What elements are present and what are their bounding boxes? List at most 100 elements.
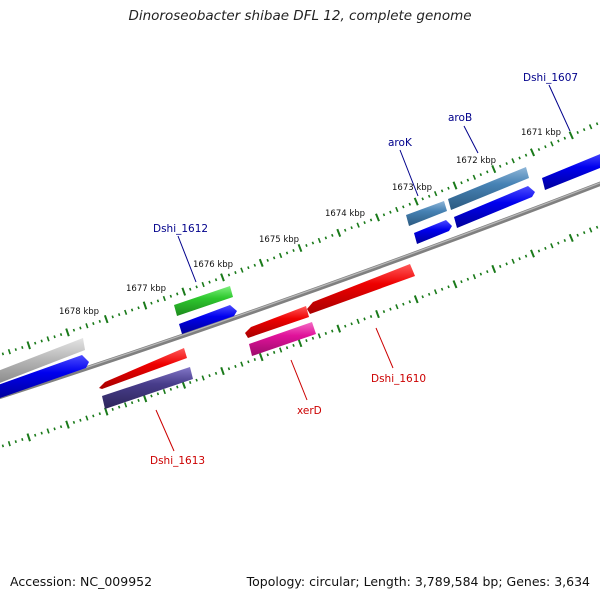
outer-tick: [363, 221, 366, 225]
gene-label-dshi-1613: Dshi_1613: [150, 455, 205, 467]
inner-tick: [142, 394, 148, 403]
outer-tick: [111, 315, 114, 319]
outer-tick: [266, 258, 269, 262]
gene-dshi-1612[interactable]: [174, 286, 233, 316]
outer-tick: [72, 328, 76, 332]
outer-tick: [557, 139, 560, 143]
inner-tick: [92, 414, 95, 418]
outer-tick: [253, 263, 257, 267]
outer-tick: [130, 308, 134, 312]
outer-tick: [85, 323, 89, 329]
gene-label-xerd: xerD: [297, 405, 322, 417]
inner-tick: [162, 388, 166, 395]
gene-blue-left[interactable]: [0, 355, 89, 399]
outer-tick: [1, 352, 5, 356]
inner-tick: [472, 274, 477, 280]
outer-tick: [537, 148, 541, 152]
inner-tick: [544, 246, 547, 250]
inner-tick: [220, 366, 225, 376]
inner-tick: [1, 444, 5, 448]
genome-backbone-highlight: [0, 182, 600, 397]
inner-tick: [111, 407, 114, 411]
inner-tick: [433, 289, 438, 295]
gene-red-xerd-pair[interactable]: [245, 306, 309, 338]
outer-tick: [176, 292, 179, 296]
outer-tick: [505, 162, 508, 166]
outer-tick: [421, 197, 424, 201]
inner-tick: [59, 425, 63, 429]
gene-xerd[interactable]: [249, 322, 316, 356]
inner-tick: [285, 346, 289, 350]
gene-blue-arob-pair[interactable]: [454, 186, 535, 228]
outer-tick: [156, 299, 160, 303]
gene-blue-1612-pair[interactable]: [179, 305, 237, 334]
inner-tick: [195, 378, 198, 382]
inner-tick: [227, 367, 231, 371]
leader-dshi-1613: [155, 409, 175, 452]
gene-gray-partial[interactable]: [0, 338, 85, 384]
inner-tick: [98, 412, 101, 416]
inner-tick: [279, 347, 283, 353]
outer-tick: [40, 339, 43, 343]
gene-features[interactable]: [0, 152, 600, 409]
genome-backbone: [0, 181, 600, 400]
outer-tick: [7, 349, 11, 355]
inner-tick: [363, 317, 366, 321]
gene-dshi-1607[interactable]: [542, 152, 600, 190]
outer-tick: [278, 252, 283, 259]
inner-tick: [317, 333, 321, 339]
inner-tick: [21, 438, 24, 441]
outer-tick: [511, 158, 515, 164]
inner-tick: [466, 277, 470, 281]
map-title: Dinoroseobacter shibae DFL 12, complete …: [128, 8, 472, 24]
inner-tick: [350, 322, 353, 326]
inner-tick: [595, 225, 599, 229]
gene-blue-arok-pair[interactable]: [414, 220, 452, 244]
inner-tick: [530, 249, 535, 258]
outer-tick: [292, 249, 295, 252]
inner-tick: [331, 329, 334, 333]
inner-tick: [344, 324, 347, 328]
gene-arok[interactable]: [406, 201, 447, 226]
inner-tick: [382, 310, 386, 314]
outer-tick: [472, 174, 477, 180]
outer-tick: [137, 306, 140, 310]
gene-arob[interactable]: [448, 167, 529, 210]
outer-tick: [433, 190, 438, 197]
outer-tick: [181, 287, 187, 296]
outer-tick: [350, 226, 353, 230]
inner-tick: [491, 264, 497, 274]
gene-dshi-1613[interactable]: [102, 367, 193, 409]
inner-tick: [272, 350, 276, 354]
outer-tick: [395, 206, 399, 213]
outer-tick: [389, 210, 392, 214]
outer-tick: [498, 164, 502, 168]
inner-tick: [258, 353, 264, 362]
inner-tick: [537, 249, 541, 253]
tick-label-1678: 1678 kbp: [59, 307, 99, 317]
outer-tick: [26, 341, 31, 350]
inner-tick: [34, 433, 37, 437]
outer-tick: [324, 236, 328, 240]
gene-red-1613-pair[interactable]: [99, 348, 187, 389]
inner-tick: [460, 280, 463, 284]
inner-tick: [486, 270, 489, 274]
gene-label-arob: aroB: [448, 112, 472, 124]
scale-labels: 1671 kbp 1672 kbp 1673 kbp 1674 kbp 1675…: [59, 128, 561, 317]
outer-tick: [208, 280, 211, 284]
inner-tick: [557, 241, 560, 245]
inner-tick: [253, 358, 256, 361]
outer-tick: [588, 124, 593, 130]
outer-tick: [460, 181, 463, 185]
outer-tick: [479, 173, 483, 177]
outer-tick: [524, 153, 528, 157]
outer-tick: [189, 287, 192, 291]
inner-tick: [550, 243, 554, 249]
outer-tick: [529, 148, 536, 157]
inner-tick: [375, 309, 380, 319]
inner-tick: [440, 287, 444, 291]
outer-tick: [595, 122, 599, 126]
gene-dshi-1610[interactable]: [307, 264, 415, 314]
outer-tick: [550, 141, 554, 147]
